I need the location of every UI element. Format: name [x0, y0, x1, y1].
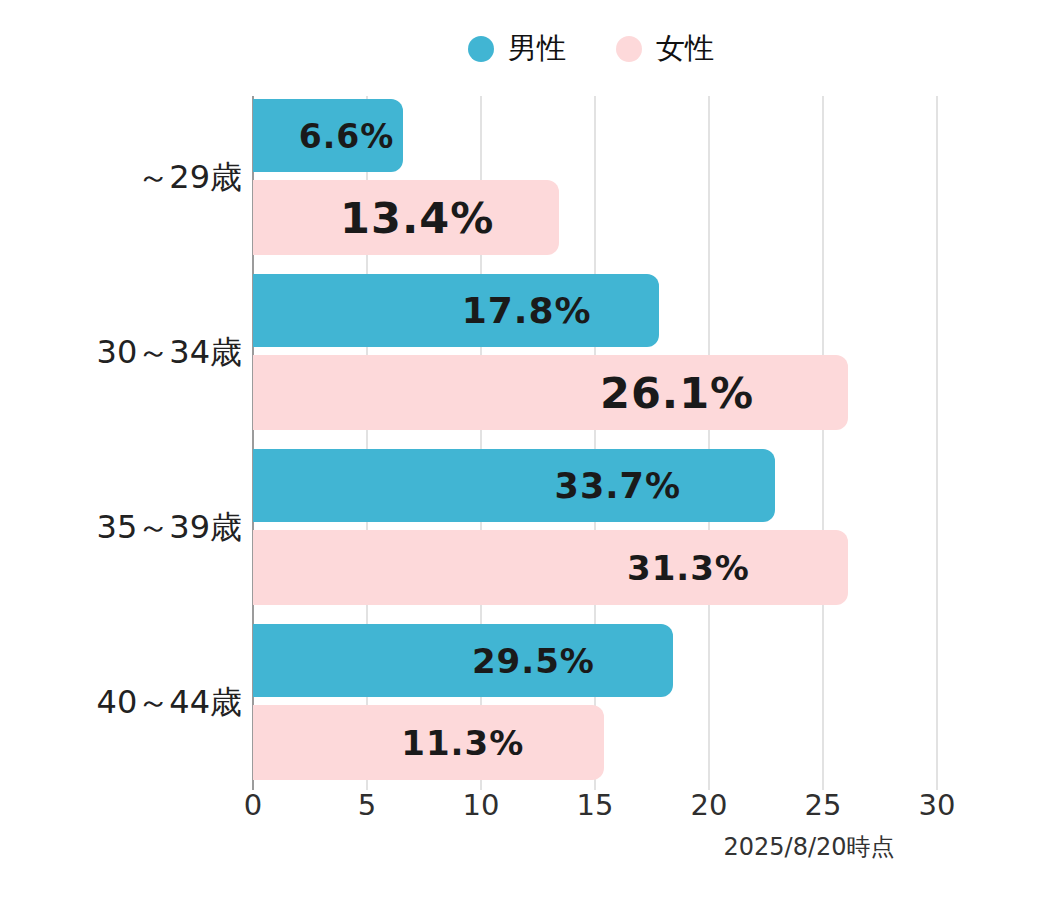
value-label-male-0: 6.6% [299, 119, 395, 152]
gridline [708, 96, 710, 790]
category-label-1: 30～34歳 [0, 331, 242, 373]
category-label-2: 35～39歳 [0, 506, 242, 548]
x-tick-label: 15 [565, 791, 625, 820]
x-tick-label: 10 [451, 791, 511, 820]
value-label-male-1: 17.8% [462, 293, 592, 329]
bar-female-1: 26.1% [253, 355, 848, 430]
gridline [936, 96, 938, 790]
value-label-male-2: 33.7% [555, 468, 681, 503]
value-label-female-0: 13.4% [340, 196, 494, 239]
x-tick-label: 5 [337, 791, 397, 820]
bar-male-1: 17.8% [253, 274, 659, 347]
bar-male-3: 29.5% [253, 624, 673, 697]
plot-area: 0 5 10 15 20 25 30 ～29歳 6.6% 13.4% 30～34歳 17.8% 26.1… [0, 0, 1040, 900]
value-label-female-1: 26.1% [600, 371, 754, 414]
bar-female-0: 13.4% [253, 180, 559, 255]
category-label-0: ～29歳 [0, 156, 242, 198]
chart-canvas: 男性女性 051015202530～29歳6.6%13.4%30～34歳17.8… [0, 0, 1040, 900]
value-label-female-2: 31.3% [627, 551, 750, 585]
x-tick-label: 0 [223, 791, 283, 820]
gridline [822, 96, 824, 790]
x-tick-label: 20 [679, 791, 739, 820]
bar-female-3: 11.3% [253, 705, 604, 780]
chart-annotation: 2025/8/20時点 [649, 833, 969, 862]
value-label-female-3: 11.3% [401, 726, 524, 760]
x-tick-label: 30 [907, 791, 967, 820]
bar-male-0: 6.6% [253, 99, 403, 172]
x-tick-label: 25 [793, 791, 853, 820]
bar-male-2: 33.7% [253, 449, 775, 522]
bar-female-2: 31.3% [253, 530, 848, 605]
category-label-3: 40～44歳 [0, 681, 242, 723]
value-label-male-3: 29.5% [472, 644, 595, 678]
